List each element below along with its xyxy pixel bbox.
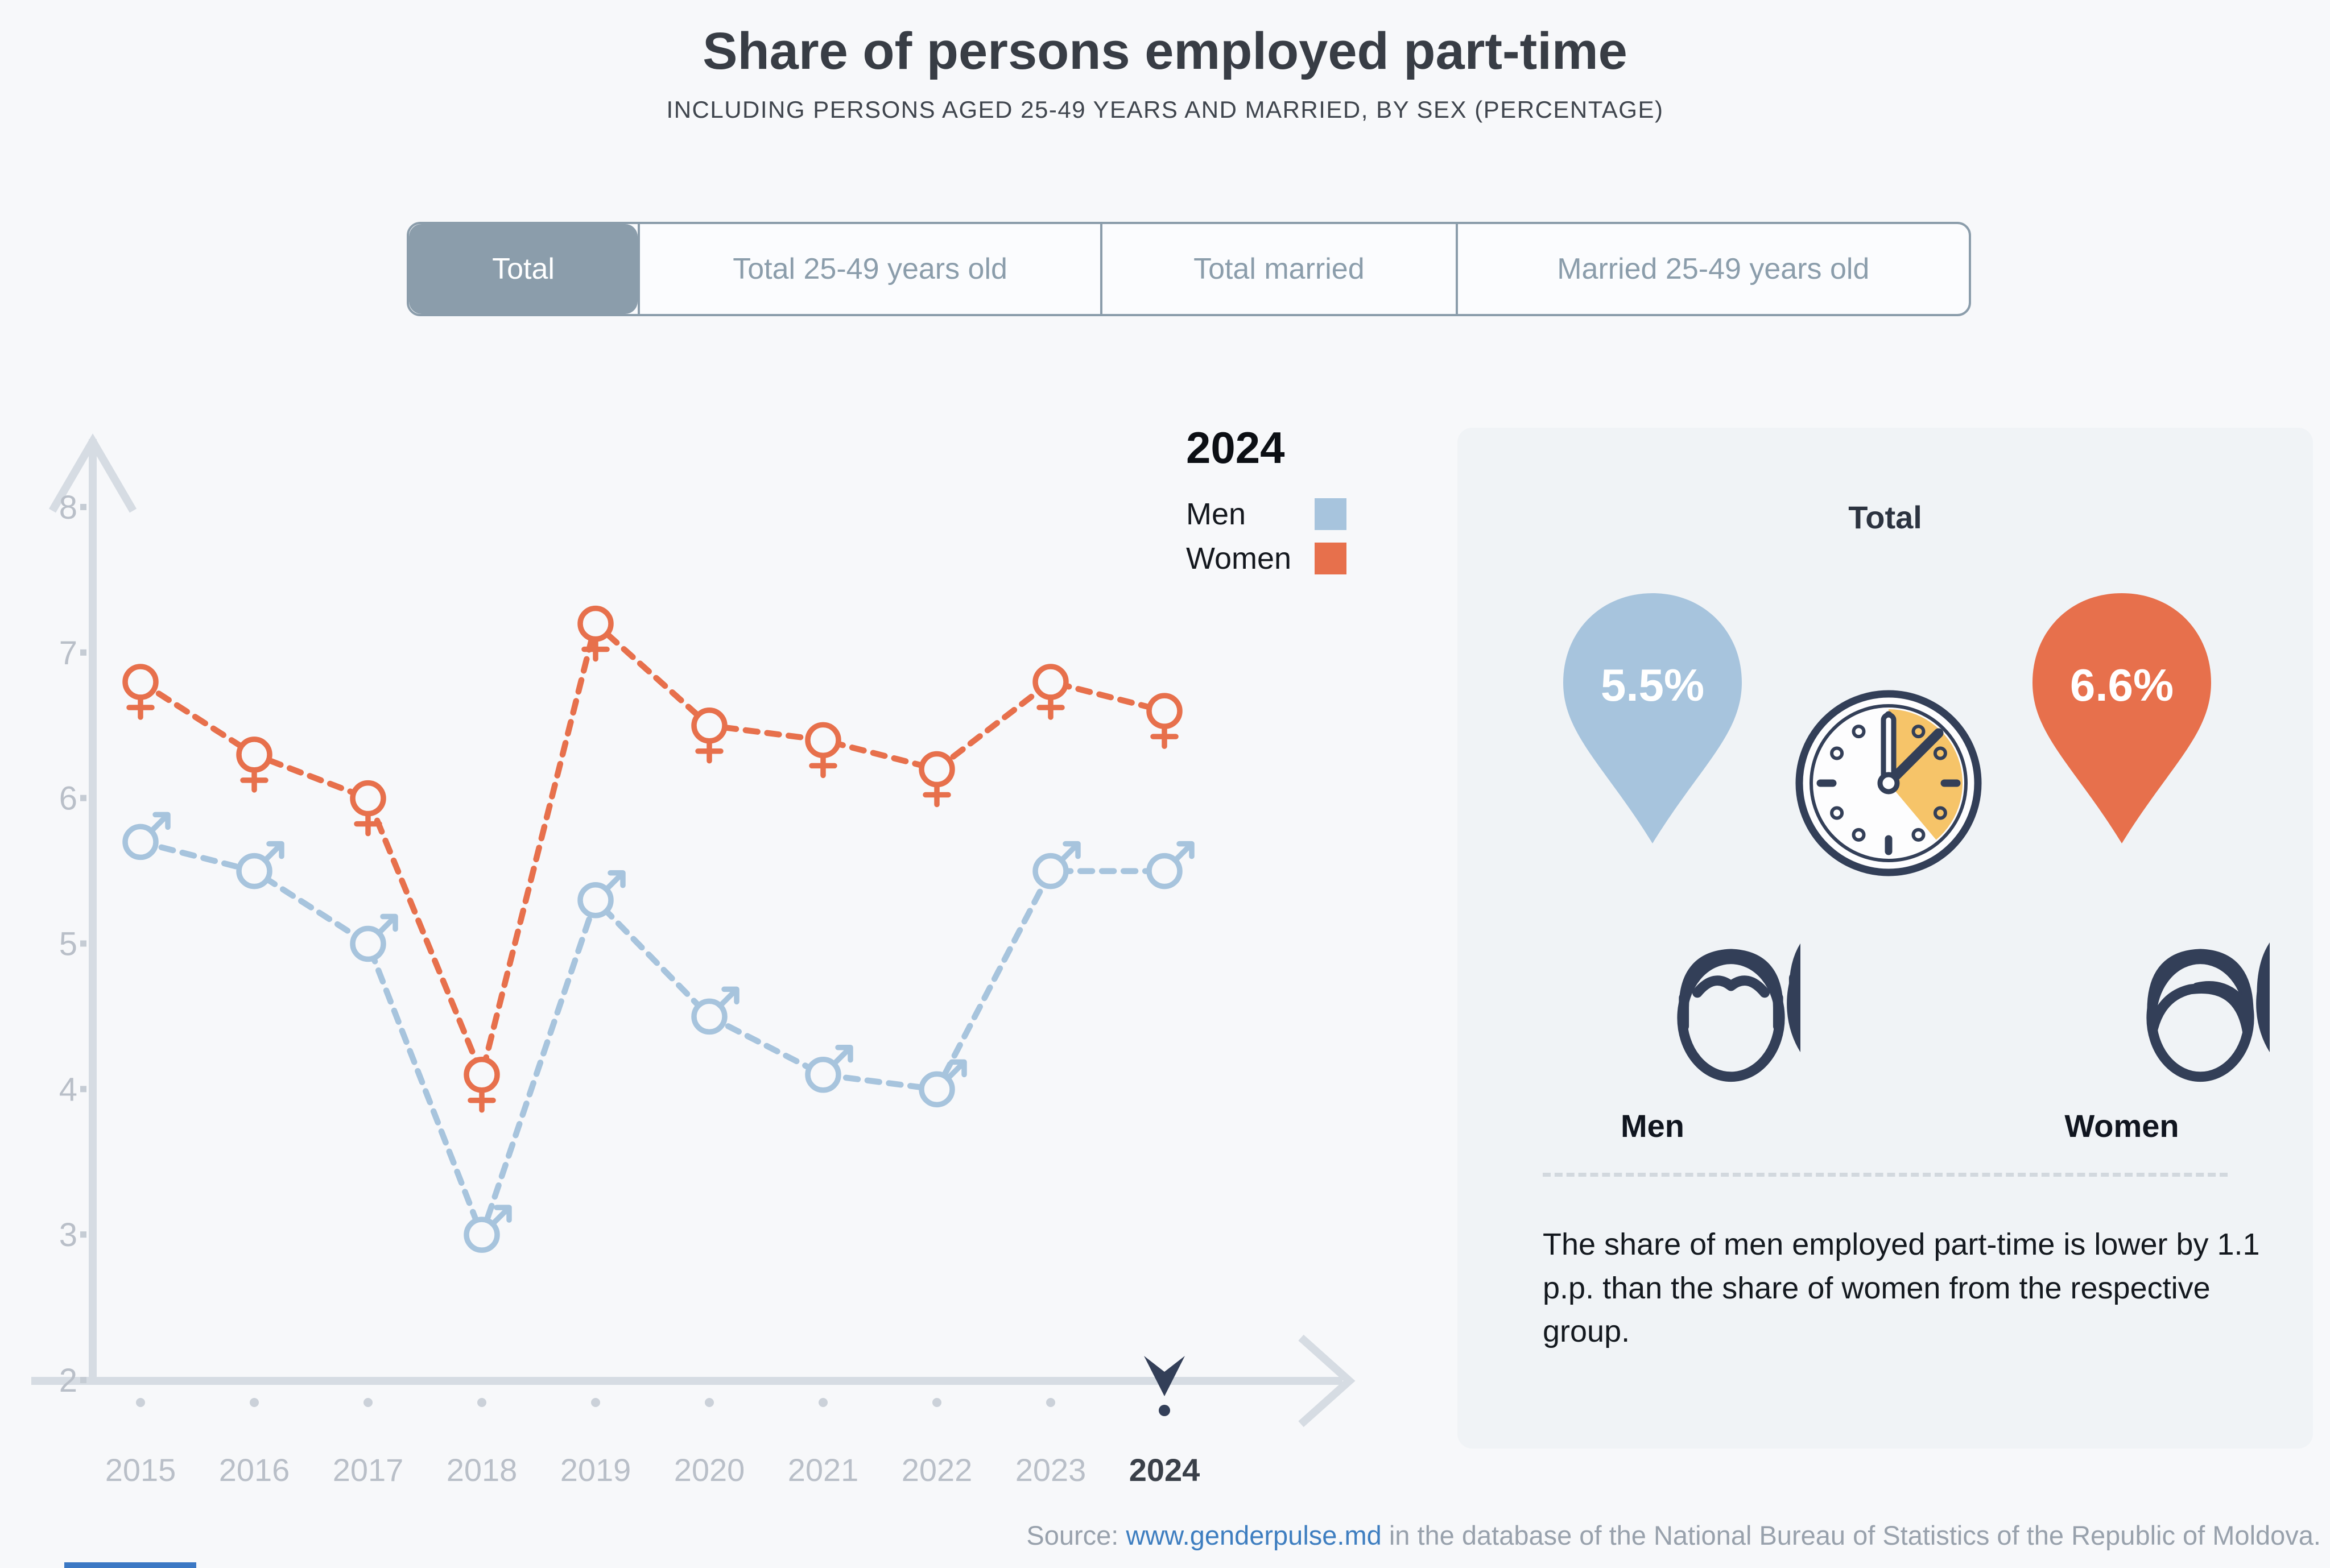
panel-description: The share of men employed part-time is l… xyxy=(1543,1227,2260,1349)
women-marker-2015 xyxy=(122,664,159,720)
axis-dot xyxy=(819,1398,828,1407)
men-marker-2023 xyxy=(1032,841,1081,890)
men-marker-2022 xyxy=(919,1059,967,1108)
panel-title: Total xyxy=(1848,499,1922,535)
women-marker-2021 xyxy=(805,722,841,779)
legend-row-women: Women xyxy=(1186,541,1346,576)
selected-year-pointer xyxy=(1144,1356,1185,1396)
year-label-2020[interactable]: 2020 xyxy=(674,1452,745,1488)
women-marker-2019 xyxy=(577,605,614,662)
page-subtitle: INCLUDING PERSONS AGED 25-49 YEARS AND M… xyxy=(666,96,1664,123)
axis-dot xyxy=(932,1398,941,1407)
summary-panel: Total 5.5% 6.6% xyxy=(1457,428,2313,1449)
women-group-icon xyxy=(1974,888,2270,1085)
women-marker-2016 xyxy=(236,737,272,793)
panel-women-label: Women xyxy=(2064,1108,2179,1144)
men-marker-2018 xyxy=(464,1205,512,1253)
y-tick-mark xyxy=(80,795,86,801)
dashed-divider xyxy=(1543,1173,2228,1177)
women-marker-2017 xyxy=(350,780,386,837)
men-color-swatch xyxy=(1315,498,1346,530)
line-chart: 8 7 6 5 4 3 2 2015 2016 2017 2018 2019 2020 2021 2022 2… xyxy=(31,433,1356,1488)
women-series-line xyxy=(137,618,1168,1085)
y-tick-mark xyxy=(80,1086,86,1093)
bottom-left-blue-bar xyxy=(64,1562,196,1568)
year-label-2022[interactable]: 2022 xyxy=(902,1452,973,1488)
y-tick-label: 3 xyxy=(59,1217,77,1253)
year-label-2015[interactable]: 2015 xyxy=(105,1452,176,1488)
men-marker-2024 xyxy=(1146,841,1195,890)
women-marker-2018 xyxy=(464,1056,500,1113)
y-tick-label: 5 xyxy=(59,925,77,962)
men-marker-2017 xyxy=(350,913,398,962)
men-value: 5.5% xyxy=(1601,660,1704,710)
y-tick-mark xyxy=(80,1376,86,1383)
y-tick-label: 6 xyxy=(59,780,77,817)
women-value: 6.6% xyxy=(2070,660,2174,710)
men-marker-2015 xyxy=(122,812,171,860)
year-label-2023[interactable]: 2023 xyxy=(1015,1452,1086,1488)
tab-total[interactable]: Total xyxy=(409,224,638,314)
tab-total-25-49[interactable]: Total 25-49 years old xyxy=(638,224,1100,314)
men-group-icon xyxy=(1505,888,1800,1085)
clock-icon xyxy=(1795,690,1982,876)
category-tabs: Total Total 25-49 years old Total marrie… xyxy=(407,222,1971,316)
men-marker-2019 xyxy=(577,870,626,919)
axis-dot xyxy=(477,1398,486,1407)
men-marker-2021 xyxy=(805,1044,853,1093)
year-label-2019[interactable]: 2019 xyxy=(560,1452,631,1488)
year-label-2024[interactable]: 2024 xyxy=(1129,1452,1200,1488)
tab-total-married[interactable]: Total married xyxy=(1100,224,1455,314)
year-label-2018[interactable]: 2018 xyxy=(447,1452,518,1488)
axis-dot xyxy=(250,1398,259,1407)
source-suffix: in the database of the National Bureau o… xyxy=(1381,1520,2321,1550)
axis-dot xyxy=(705,1398,714,1407)
source-line: Source: www.genderpulse.md in the databa… xyxy=(1026,1520,2321,1551)
year-label-2021[interactable]: 2021 xyxy=(788,1452,859,1488)
y-tick-mark xyxy=(80,1231,86,1238)
axis-dot xyxy=(1046,1398,1055,1407)
source-link[interactable]: www.genderpulse.md xyxy=(1126,1520,1382,1550)
y-tick-label: 8 xyxy=(59,489,77,526)
women-color-swatch xyxy=(1315,543,1346,574)
axis-dot xyxy=(363,1398,373,1407)
axis-dot xyxy=(136,1398,145,1407)
y-tick-label: 4 xyxy=(59,1071,77,1108)
women-marker-2022 xyxy=(919,751,955,808)
men-marker-2020 xyxy=(691,986,740,1035)
legend-women-label: Women xyxy=(1186,541,1292,576)
chart-legend: 2024 Men Women xyxy=(1186,422,1357,585)
legend-row-men: Men xyxy=(1186,497,1346,532)
women-value-pin: 6.6% xyxy=(2032,593,2211,843)
source-prefix: Source: xyxy=(1026,1520,1126,1550)
women-marker-2020 xyxy=(691,707,728,764)
axis-dot xyxy=(591,1398,600,1407)
y-tick-label: 7 xyxy=(59,635,77,672)
men-series-line xyxy=(137,839,1168,1244)
legend-year: 2024 xyxy=(1186,423,1285,473)
y-tick-mark xyxy=(80,649,86,656)
selected-year-dot xyxy=(1159,1405,1170,1416)
men-value-pin: 5.5% xyxy=(1563,593,1742,843)
women-marker-2024 xyxy=(1146,693,1183,749)
tab-married-25-49[interactable]: Married 25-49 years old xyxy=(1455,224,1969,314)
year-label-2017[interactable]: 2017 xyxy=(333,1452,404,1488)
header: Share of persons employed part-time INCL… xyxy=(0,22,2330,123)
y-tick-mark xyxy=(80,940,86,947)
year-label-2016[interactable]: 2016 xyxy=(219,1452,290,1488)
y-tick-mark xyxy=(80,504,86,510)
women-marker-2023 xyxy=(1032,664,1069,720)
men-marker-2016 xyxy=(236,841,284,890)
y-axis-arrow xyxy=(48,433,137,513)
x-axis-arrow xyxy=(1298,1334,1356,1428)
legend-men-label: Men xyxy=(1186,497,1246,531)
y-tick-label: 2 xyxy=(59,1362,77,1399)
page-title: Share of persons employed part-time xyxy=(703,22,1627,80)
panel-men-label: Men xyxy=(1621,1108,1684,1144)
